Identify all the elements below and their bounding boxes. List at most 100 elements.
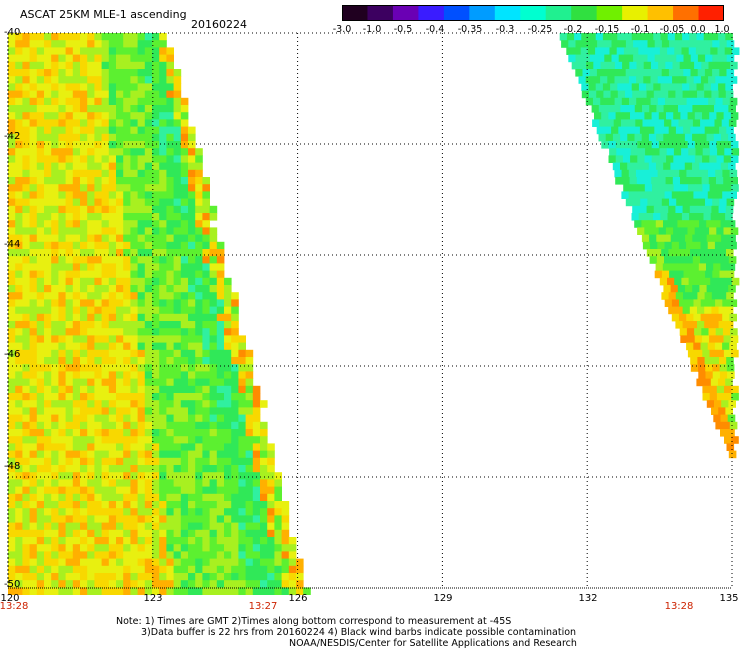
swath-cell: [137, 522, 146, 531]
swath-cell: [166, 90, 174, 99]
swath-cell: [80, 285, 88, 293]
swath-cell: [144, 342, 153, 351]
swath-cell: [137, 400, 146, 408]
swath-cell: [725, 378, 733, 387]
swath-cell: [51, 429, 59, 437]
swath-cell: [726, 249, 734, 257]
swath-cell: [681, 213, 690, 221]
swath-cell: [123, 479, 131, 487]
swath-cell: [159, 328, 167, 336]
swath-cell: [65, 270, 74, 279]
swath-cell: [166, 54, 174, 63]
swath-cell: [628, 169, 637, 178]
swath-cell: [36, 378, 45, 387]
swath-cell: [144, 285, 153, 293]
swath-cell: [680, 177, 688, 185]
swath-cell: [159, 270, 167, 279]
swath-cell: [65, 61, 74, 70]
swath-cell: [159, 450, 167, 459]
swath-cell: [137, 112, 146, 120]
swath-cell: [173, 378, 182, 387]
swath-cell: [65, 544, 74, 552]
swath-cell: [646, 205, 655, 214]
swath-cell: [209, 292, 218, 300]
swath-cell: [29, 105, 38, 113]
swath-cell: [245, 378, 254, 387]
swath-cell: [108, 407, 117, 415]
swath-cell: [44, 285, 52, 293]
swath-cell: [698, 263, 707, 271]
swath-cell: [15, 148, 23, 156]
swath-cell: [638, 83, 647, 91]
swath-cell: [137, 393, 146, 401]
swath-cell: [116, 393, 124, 401]
swath-cell: [166, 148, 174, 156]
swath-cell: [87, 457, 95, 466]
swath-cell: [22, 213, 30, 221]
swath-cell: [123, 508, 131, 516]
swath-cell: [589, 40, 598, 48]
swath-cell: [8, 508, 16, 516]
swath-cell: [58, 342, 66, 351]
swath-cell: [94, 414, 102, 423]
swath-cell: [80, 198, 88, 207]
swath-cell: [637, 112, 645, 120]
swath-cell: [671, 256, 679, 264]
swath-cell: [202, 443, 210, 451]
swath-cell: [144, 169, 153, 178]
swath-cell: [260, 580, 268, 588]
swath-cell: [72, 90, 81, 99]
swath-cell: [72, 558, 81, 567]
swath-cell: [72, 587, 81, 595]
swath-cell: [29, 357, 38, 365]
swath-cell: [676, 69, 684, 77]
swath-cell: [209, 544, 218, 552]
swath-cell: [288, 558, 297, 567]
swath-cell: [166, 421, 174, 430]
swath-cell: [8, 313, 16, 322]
swath-cell: [36, 522, 45, 531]
swath-cell: [72, 306, 81, 315]
swath-cell: [144, 385, 153, 394]
swath-cell: [687, 177, 695, 185]
swath-cell: [238, 479, 246, 487]
swath-cell: [137, 328, 146, 336]
swath-cell: [101, 97, 110, 106]
swath-cell: [202, 371, 210, 379]
swath-cell: [582, 40, 591, 48]
swath-cell: [224, 306, 232, 315]
swath-cell: [94, 141, 102, 149]
swath-cell: [108, 177, 117, 185]
swath-cell: [101, 436, 110, 444]
swath-cell: [641, 220, 649, 228]
swath-cell: [44, 515, 52, 523]
swath-cell: [123, 436, 131, 444]
swath-cell: [719, 198, 727, 207]
swath-cell: [216, 342, 225, 351]
swath-cell: [130, 551, 138, 559]
swath-cell: [72, 565, 81, 574]
swath-cell: [152, 565, 160, 574]
swath-cell: [22, 169, 30, 178]
swath-cell: [130, 357, 138, 365]
swath-cell: [716, 393, 725, 401]
swath-cell: [657, 169, 666, 178]
swath-cell: [65, 313, 74, 322]
swath-cell: [108, 364, 117, 372]
swath-cell: [123, 213, 131, 221]
swath-cell: [216, 522, 225, 531]
swath-cell: [709, 227, 717, 235]
swath-cell: [202, 198, 210, 207]
swath-cell: [224, 465, 232, 473]
swath-cell: [44, 501, 52, 509]
swath-cell: [173, 558, 182, 567]
swath-cell: [80, 522, 88, 531]
swath-cell: [209, 450, 218, 459]
swath-cell: [144, 249, 153, 257]
swath-cell: [144, 573, 153, 581]
swath-cell: [260, 558, 268, 567]
swath-cell: [166, 249, 174, 257]
swath-cell: [44, 493, 52, 502]
swath-cell: [58, 522, 66, 531]
swath-cell: [296, 580, 304, 588]
